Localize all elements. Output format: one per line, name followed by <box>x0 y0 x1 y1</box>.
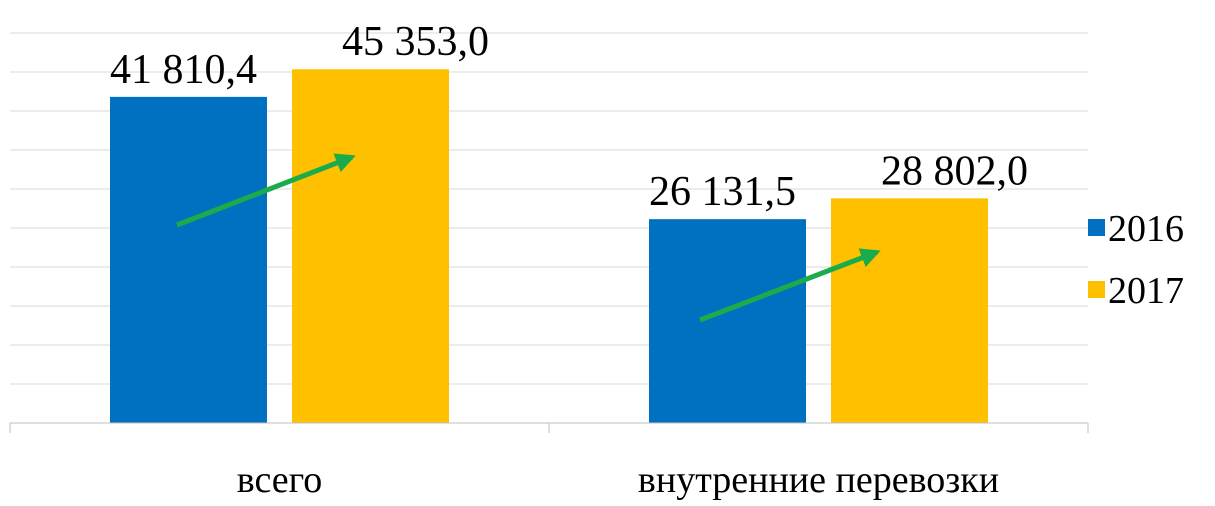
x-tick-label: внутренние перевозки <box>638 459 999 501</box>
bar <box>831 198 988 423</box>
legend-swatch <box>1088 219 1105 236</box>
bar <box>110 96 267 424</box>
trend-arrow <box>176 153 356 228</box>
legend-label: 2017 <box>1108 270 1184 312</box>
data-label: 41 810,4 <box>110 47 257 93</box>
x-tick-label: всего <box>237 459 323 501</box>
bar <box>292 69 449 424</box>
data-label: 26 131,5 <box>649 169 796 215</box>
data-label: 45 353,0 <box>342 19 489 65</box>
data-label: 28 802,0 <box>881 148 1028 194</box>
legend-swatch <box>1088 281 1105 298</box>
bars <box>110 69 988 424</box>
trend-arrow <box>699 248 881 323</box>
bar <box>649 219 806 423</box>
legend-label: 2016 <box>1108 208 1184 250</box>
